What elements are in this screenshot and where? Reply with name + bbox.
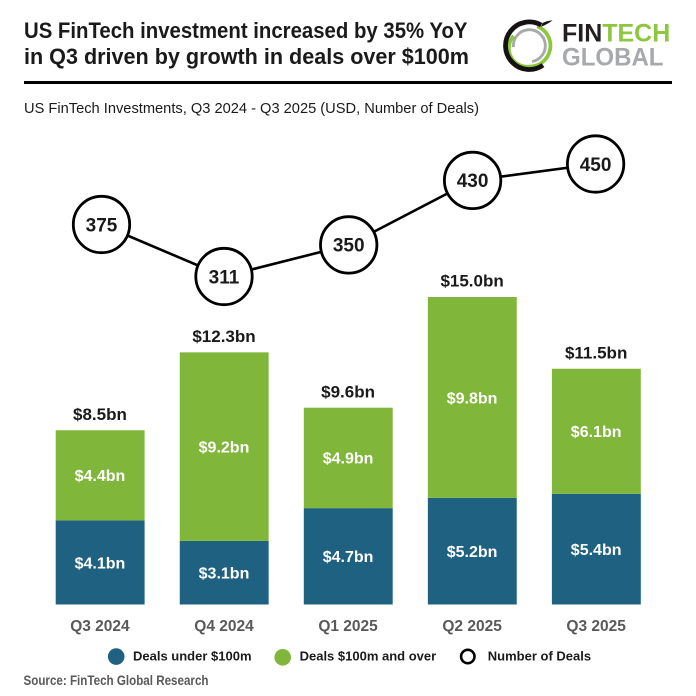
svg-text:$5.2bn: $5.2bn <box>447 544 498 561</box>
svg-text:in Q3 driven by growth in deal: in Q3 driven by growth in deals over $10… <box>24 44 469 69</box>
svg-text:Q4 2024: Q4 2024 <box>194 618 254 635</box>
svg-text:FINTECH: FINTECH <box>562 20 670 48</box>
svg-text:430: 430 <box>457 171 489 192</box>
svg-text:$4.1bn: $4.1bn <box>75 555 126 572</box>
svg-text:US FinTech Investments, Q3 202: US FinTech Investments, Q3 2024 - Q3 202… <box>24 100 479 117</box>
svg-text:$9.8bn: $9.8bn <box>447 390 498 407</box>
svg-text:Q3 2025: Q3 2025 <box>566 618 626 635</box>
svg-text:450: 450 <box>580 155 612 176</box>
svg-text:$12.3bn: $12.3bn <box>192 327 255 346</box>
svg-text:$9.6bn: $9.6bn <box>321 382 375 401</box>
svg-text:$3.1bn: $3.1bn <box>199 566 250 583</box>
svg-text:US FinTech investment increase: US FinTech investment increased by 35% Y… <box>24 18 468 43</box>
svg-text:$4.7bn: $4.7bn <box>323 549 374 566</box>
svg-text:311: 311 <box>209 267 240 288</box>
svg-text:GLOBAL: GLOBAL <box>562 44 664 72</box>
svg-text:350: 350 <box>333 236 365 257</box>
svg-text:Q2 2025: Q2 2025 <box>442 618 502 635</box>
svg-text:$11.5bn: $11.5bn <box>565 343 627 362</box>
svg-text:Deals under $100m: Deals under $100m <box>133 649 252 664</box>
svg-text:$5.4bn: $5.4bn <box>571 542 622 559</box>
svg-text:$4.4bn: $4.4bn <box>75 468 126 485</box>
svg-text:Q3 2024: Q3 2024 <box>70 618 130 635</box>
svg-text:375: 375 <box>86 215 118 236</box>
svg-text:$15.0bn: $15.0bn <box>440 272 503 291</box>
svg-text:$6.1bn: $6.1bn <box>571 424 622 441</box>
svg-text:$4.9bn: $4.9bn <box>323 451 374 468</box>
svg-text:Q1 2025: Q1 2025 <box>318 618 378 635</box>
svg-text:Number of Deals: Number of Deals <box>488 649 591 664</box>
svg-text:$8.5bn: $8.5bn <box>73 405 127 424</box>
svg-text:Deals $100m and over: Deals $100m and over <box>300 649 437 664</box>
svg-text:Source: FinTech Global Researc: Source: FinTech Global Research <box>24 672 209 688</box>
svg-text:$9.2bn: $9.2bn <box>199 440 250 457</box>
